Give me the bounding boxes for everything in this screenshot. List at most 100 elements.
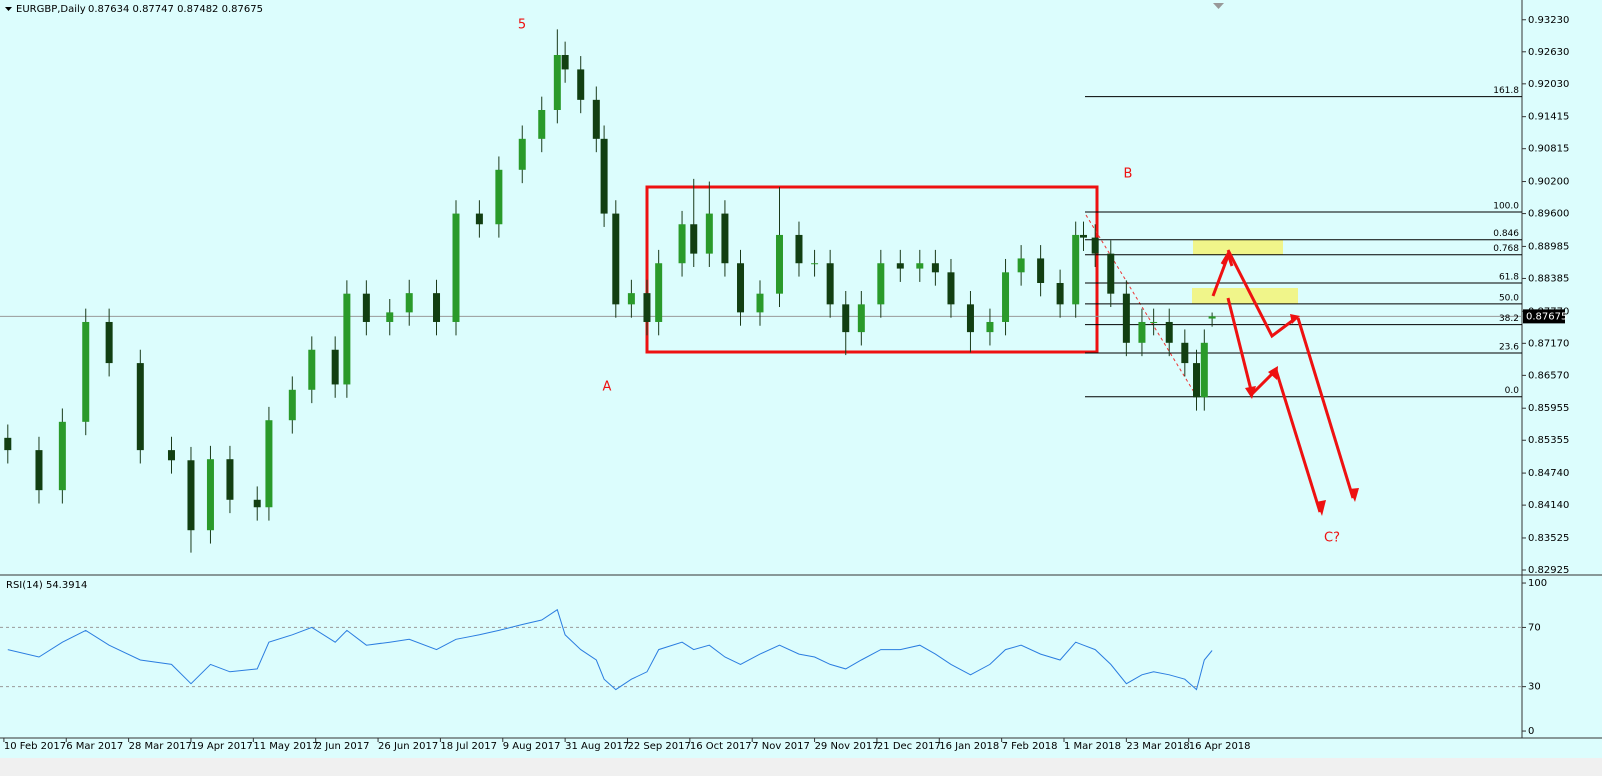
- candle-body: [678, 224, 686, 264]
- candle-body: [226, 459, 234, 500]
- x-tick-label: 1 Mar 2018: [1064, 741, 1121, 752]
- y-tick-label: 0.90200: [1528, 177, 1569, 188]
- candle-body: [600, 138, 608, 214]
- candle-body: [265, 420, 273, 508]
- y-tick-label: 0.82925: [1528, 565, 1569, 576]
- x-tick-label: 26 Jun 2017: [378, 741, 438, 752]
- x-tick-label: 11 May 2017: [253, 741, 318, 752]
- candle-body: [721, 213, 729, 264]
- y-tick-label: 30: [1528, 682, 1541, 693]
- candle-body: [627, 293, 635, 305]
- arrow-head: [1245, 386, 1256, 399]
- wave-label: C?: [1324, 531, 1340, 546]
- y-tick-label: 0.90815: [1528, 144, 1569, 155]
- candle-body: [206, 459, 214, 531]
- candle-body: [811, 263, 819, 265]
- wave-label: 5: [518, 18, 526, 33]
- x-tick-label: 29 Nov 2017: [815, 741, 879, 752]
- candle-body: [362, 293, 370, 322]
- candle-body: [1091, 237, 1099, 254]
- y-tick-label: 0.87170: [1528, 338, 1569, 349]
- candle-body: [518, 138, 526, 170]
- background: [0, 0, 1602, 758]
- fib-label: 23.6: [1499, 342, 1519, 352]
- x-tick-label: 2 Jun 2017: [316, 741, 370, 752]
- candle-body: [35, 450, 43, 491]
- x-tick-label: 10 Feb 2017: [4, 741, 66, 752]
- candle-body: [308, 349, 316, 390]
- candle-body: [705, 213, 713, 254]
- candle-body: [343, 293, 351, 385]
- x-tick-label: 6 Mar 2017: [66, 741, 123, 752]
- candle-body: [1181, 342, 1189, 364]
- arrow: [1226, 249, 1297, 339]
- candle-body: [577, 69, 585, 100]
- candle-body: [167, 450, 175, 461]
- candle-body: [1017, 258, 1025, 273]
- last-price-label: 0.87675: [1526, 311, 1567, 322]
- candle-body: [1079, 234, 1087, 238]
- x-tick-label: 31 Aug 2017: [565, 741, 629, 752]
- candle-body: [1072, 234, 1080, 305]
- candle-body: [288, 389, 296, 421]
- candle-body: [1208, 316, 1216, 319]
- y-tick-label: 0.92030: [1528, 79, 1569, 90]
- menu-icon[interactable]: [5, 7, 12, 11]
- candle-body: [775, 234, 783, 294]
- fib-label: 161.8: [1493, 86, 1519, 96]
- y-tick-label: 0.88385: [1528, 273, 1569, 284]
- candle-body: [690, 224, 698, 254]
- x-tick-label: 28 Mar 2017: [129, 741, 192, 752]
- candle-body: [795, 234, 803, 264]
- candle-body: [538, 109, 546, 139]
- x-tick-label: 7 Feb 2018: [1002, 741, 1058, 752]
- candle-body: [986, 321, 994, 333]
- candle-body: [966, 304, 974, 333]
- candle-body: [1037, 258, 1045, 283]
- candle-body: [1150, 321, 1158, 323]
- x-tick-label: 18 Jul 2017: [440, 741, 497, 752]
- candle-body: [136, 363, 144, 451]
- candle-body: [612, 213, 620, 305]
- candle-body: [452, 213, 460, 322]
- candle-body: [1138, 321, 1146, 343]
- x-tick-label: 22 Sep 2017: [627, 741, 690, 752]
- y-tick-label: 0.93230: [1528, 15, 1569, 26]
- candle-body: [495, 169, 503, 225]
- arrow: [1274, 369, 1322, 513]
- candle-body: [58, 421, 66, 491]
- candle-body: [187, 460, 195, 531]
- arrow-heads: [1245, 314, 1359, 516]
- shift-marker: [1213, 3, 1224, 9]
- fib-label: 38.2: [1499, 314, 1519, 324]
- candle-body: [331, 349, 339, 385]
- candle-body: [1107, 253, 1115, 294]
- fib-label: 61.8: [1499, 272, 1519, 282]
- candle-body: [405, 293, 413, 313]
- candle-body: [475, 213, 483, 225]
- candle-body: [931, 263, 939, 273]
- y-tick-label: 0.84740: [1528, 468, 1569, 479]
- candle-body: [916, 263, 924, 269]
- symbol: EURGBP,Daily: [16, 4, 86, 15]
- wave-label: A: [603, 380, 612, 395]
- y-tick-label: 0.88985: [1528, 241, 1569, 252]
- candle-body: [737, 263, 745, 313]
- y-tick-label: 0.85355: [1528, 435, 1569, 446]
- candle-body: [842, 304, 850, 333]
- candle-body: [857, 304, 865, 333]
- candle-body: [1122, 293, 1130, 343]
- x-tick-label: 16 Oct 2017: [690, 741, 752, 752]
- candle-body: [1193, 363, 1201, 398]
- quote: 0.87634 0.87747 0.87482 0.87675: [88, 4, 263, 15]
- candle-body: [947, 272, 955, 305]
- last-price-box: [1523, 309, 1565, 324]
- y-tick-label: 0.83525: [1528, 533, 1569, 544]
- candle-body: [4, 437, 12, 451]
- candle-body: [1165, 321, 1173, 343]
- arrow: [1211, 255, 1230, 297]
- candle-body: [877, 263, 885, 305]
- x-tick-label: 16 Apr 2018: [1189, 741, 1251, 752]
